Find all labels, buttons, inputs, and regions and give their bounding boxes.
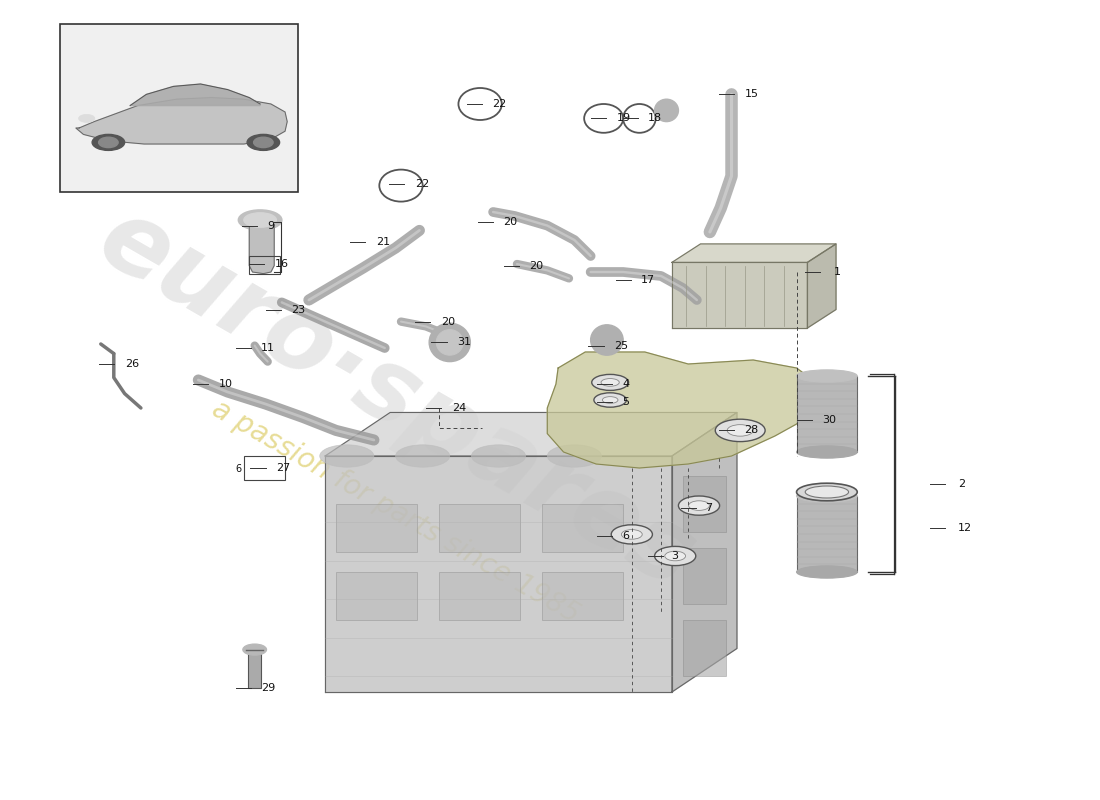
Ellipse shape <box>437 330 463 355</box>
Ellipse shape <box>796 483 857 501</box>
Ellipse shape <box>248 134 279 150</box>
Text: 30: 30 <box>823 415 837 425</box>
Ellipse shape <box>92 134 124 150</box>
Text: 1: 1 <box>834 267 840 277</box>
Text: 29: 29 <box>261 683 275 693</box>
Text: 21: 21 <box>376 237 390 246</box>
Polygon shape <box>76 98 287 144</box>
Ellipse shape <box>654 546 696 566</box>
Text: 17: 17 <box>640 275 654 285</box>
Ellipse shape <box>796 370 857 382</box>
Bar <box>683 548 726 604</box>
Bar <box>250 256 279 274</box>
Ellipse shape <box>664 551 685 561</box>
Ellipse shape <box>254 138 273 148</box>
Bar <box>336 504 417 552</box>
Ellipse shape <box>244 213 276 227</box>
Ellipse shape <box>796 566 857 578</box>
Text: 20: 20 <box>503 218 517 227</box>
Text: 6: 6 <box>235 464 242 474</box>
Bar <box>683 620 726 676</box>
Polygon shape <box>250 220 274 274</box>
Ellipse shape <box>594 393 626 407</box>
Text: 20: 20 <box>529 261 543 270</box>
Ellipse shape <box>601 378 619 386</box>
Text: 10: 10 <box>219 379 233 389</box>
Polygon shape <box>548 352 818 468</box>
Text: 24: 24 <box>452 403 466 413</box>
Text: 5: 5 <box>623 397 629 406</box>
Bar <box>542 504 624 552</box>
Ellipse shape <box>796 490 857 502</box>
Ellipse shape <box>591 325 624 355</box>
Ellipse shape <box>805 486 848 498</box>
Ellipse shape <box>243 644 266 655</box>
Ellipse shape <box>612 525 652 544</box>
Ellipse shape <box>679 496 719 515</box>
Ellipse shape <box>548 445 602 467</box>
Text: 26: 26 <box>124 359 139 369</box>
Text: 27: 27 <box>276 463 290 473</box>
Text: 7: 7 <box>705 503 713 513</box>
Polygon shape <box>672 262 807 328</box>
Ellipse shape <box>429 323 471 362</box>
Ellipse shape <box>603 397 618 403</box>
Text: 20: 20 <box>441 317 455 326</box>
Polygon shape <box>326 413 737 456</box>
Text: 11: 11 <box>261 343 275 353</box>
Ellipse shape <box>621 530 642 539</box>
Bar <box>244 456 285 480</box>
Text: 3: 3 <box>671 551 678 561</box>
Ellipse shape <box>99 138 118 148</box>
Text: 6: 6 <box>623 531 629 541</box>
Bar <box>796 496 857 572</box>
Text: 22: 22 <box>492 99 506 109</box>
Text: 28: 28 <box>745 426 759 435</box>
Text: euro·spares: euro·spares <box>81 190 711 610</box>
Bar <box>796 376 857 452</box>
Ellipse shape <box>472 445 526 467</box>
Bar <box>59 24 298 192</box>
Ellipse shape <box>396 445 450 467</box>
Ellipse shape <box>239 210 282 230</box>
Text: 18: 18 <box>648 114 662 123</box>
Ellipse shape <box>689 501 710 510</box>
Polygon shape <box>130 84 260 106</box>
Text: 22: 22 <box>415 179 429 189</box>
Bar <box>439 504 520 552</box>
Ellipse shape <box>592 374 628 390</box>
Polygon shape <box>672 244 836 262</box>
Text: 2: 2 <box>958 479 965 489</box>
Polygon shape <box>326 456 672 692</box>
Text: 16: 16 <box>275 259 289 269</box>
Text: 31: 31 <box>458 338 471 347</box>
Bar <box>683 476 726 532</box>
Text: 23: 23 <box>292 306 306 315</box>
Ellipse shape <box>715 419 766 442</box>
Text: 19: 19 <box>617 114 630 123</box>
Ellipse shape <box>320 445 374 467</box>
Bar <box>249 650 261 688</box>
Text: a passion for parts since 1985: a passion for parts since 1985 <box>207 395 584 629</box>
Ellipse shape <box>727 425 754 436</box>
Text: 12: 12 <box>958 523 972 533</box>
Text: 4: 4 <box>623 379 629 389</box>
Bar <box>336 572 417 620</box>
Text: 25: 25 <box>615 341 628 350</box>
Text: 15: 15 <box>745 90 759 99</box>
Polygon shape <box>807 244 836 328</box>
Bar <box>542 572 624 620</box>
Ellipse shape <box>796 446 857 458</box>
Text: 9: 9 <box>267 221 275 230</box>
Polygon shape <box>672 413 737 692</box>
Bar <box>439 572 520 620</box>
Ellipse shape <box>654 99 679 122</box>
Ellipse shape <box>78 114 95 122</box>
